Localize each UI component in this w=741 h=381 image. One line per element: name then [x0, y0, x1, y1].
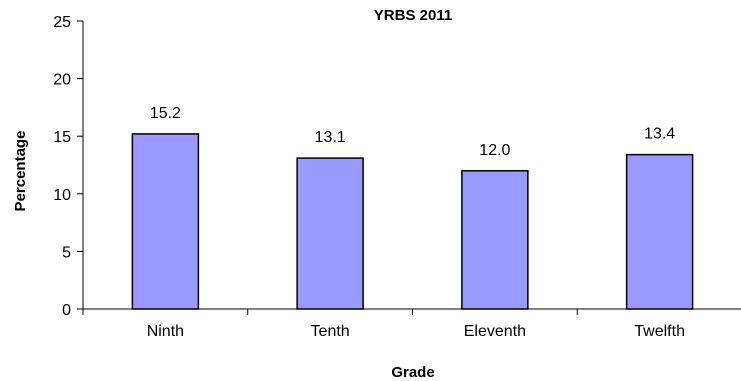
bar-tenth — [296, 157, 364, 310]
data-label: 12.0 — [479, 142, 510, 159]
x-tick-label: Eleventh — [464, 323, 526, 340]
x-tick-label: Twelfth — [634, 323, 685, 340]
bar-twelfth — [625, 153, 694, 310]
y-tick-label: 0 — [62, 302, 71, 319]
x-tick-label: Ninth — [147, 323, 184, 340]
y-tick-label: 20 — [53, 72, 71, 89]
y-tick-label: 15 — [53, 129, 71, 146]
x-axis-title: Grade — [391, 364, 434, 381]
data-label: 13.4 — [644, 126, 675, 143]
data-label: 13.1 — [315, 129, 346, 146]
y-tick-label: 5 — [62, 244, 71, 261]
y-axis-title: Percentage — [12, 131, 29, 212]
y-tick-label: 10 — [53, 187, 71, 204]
x-tick-label: Tenth — [311, 323, 350, 340]
bar-eleventh — [461, 170, 529, 310]
plot-area: 0 5 10 15 20 25 15.2 Ninth 13.1 Tenth 12.0 Eleventh… — [53, 14, 741, 340]
chart-title: YRBS 2011 — [374, 7, 452, 24]
data-label: 15.2 — [150, 105, 181, 122]
y-tick-label: 25 — [53, 14, 71, 31]
bar-ninth — [131, 133, 200, 310]
